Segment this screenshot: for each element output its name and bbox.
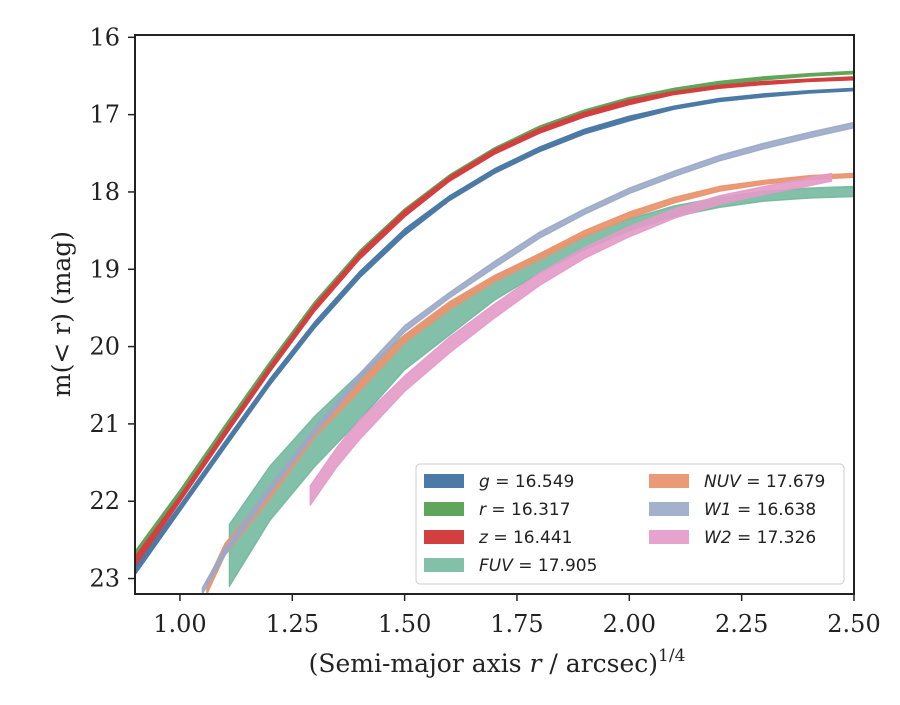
- y-tick-label: 23: [89, 565, 120, 593]
- legend-swatch-fuv: [424, 558, 464, 572]
- y-tick-label: 18: [89, 178, 120, 206]
- series-band-g: [135, 87, 854, 576]
- y-tick-label: 22: [89, 487, 120, 515]
- y-axis: 16 17 18 19 20 21 22 23: [89, 23, 135, 593]
- legend-swatch-w1: [649, 502, 689, 516]
- legend-label-g: g = 16.549: [479, 472, 574, 492]
- legend-label-nuv: NUV = 17.679: [704, 472, 825, 492]
- legend: g = 16.549 r = 16.317 z = 16.441 FUV = 17.9…: [415, 463, 845, 585]
- legend-swatch-r: [424, 502, 464, 516]
- plot-frame: [134, 34, 855, 595]
- x-tick-label: 2.00: [603, 610, 656, 638]
- x-tick-label: 1.50: [378, 610, 431, 638]
- legend-label-fuv: FUV = 17.905: [479, 556, 597, 576]
- y-tick-label: 19: [89, 255, 120, 283]
- legend-swatch-w2: [649, 530, 689, 544]
- series-band-w1: [201, 121, 854, 594]
- y-tick-label: 20: [89, 333, 120, 361]
- y-tick-label: 16: [89, 23, 120, 51]
- legend-box: [415, 463, 845, 585]
- y-tick-label: 21: [89, 410, 120, 438]
- x-tick-label: 1.25: [266, 610, 319, 638]
- x-tick-label: 2.50: [827, 610, 880, 638]
- x-axis: 1.00 1.25 1.50 1.75 2.00 2.25 2.50: [153, 594, 881, 638]
- x-axis-title: (Semi-major axis r / arcsec)1/4: [309, 646, 686, 678]
- x-tick-label: 2.25: [715, 610, 768, 638]
- x-tick-label: 1.75: [490, 610, 543, 638]
- x-axis-exponent: 1/4: [658, 646, 685, 666]
- legend-swatch-nuv: [649, 474, 689, 488]
- legend-label-w2: W2 = 17.326: [704, 528, 816, 548]
- series-bands: [135, 70, 854, 594]
- legend-label-z: z = 16.441: [478, 528, 572, 548]
- legend-swatch-z: [424, 530, 464, 544]
- legend-swatch-g: [424, 474, 464, 488]
- series-band-nuv: [206, 172, 854, 594]
- legend-label-r: r = 16.317: [479, 500, 571, 520]
- legend-label-w1: W1 = 16.638: [704, 500, 816, 520]
- series-band-w2: [309, 172, 833, 506]
- x-tick-label: 1.00: [153, 610, 206, 638]
- y-tick-label: 17: [89, 101, 120, 129]
- series-band-z: [135, 76, 854, 567]
- y-axis-title: m(< r) (mag): [47, 231, 76, 397]
